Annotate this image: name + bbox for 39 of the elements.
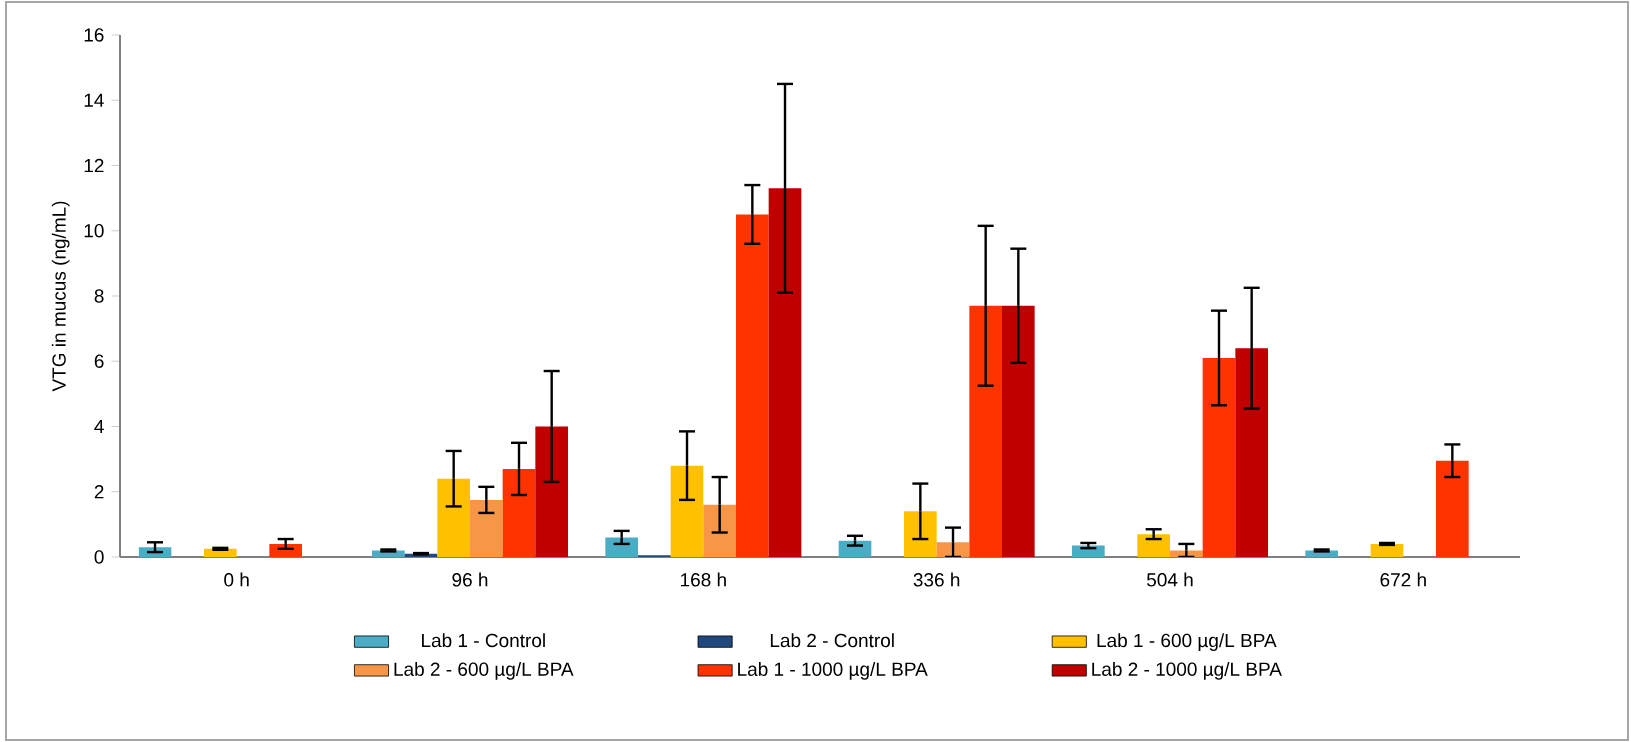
bar — [535, 426, 569, 557]
y-tick-label: 10 — [84, 224, 104, 238]
y-axis-title: VTG in mucus (ng/mL) — [51, 201, 70, 392]
bar — [969, 305, 1002, 557]
x-tick-label: 0 h — [224, 572, 249, 587]
bar — [1235, 348, 1268, 557]
legend-label: Lab 2 - 600 µg/L BPA — [394, 662, 574, 680]
bar — [1370, 543, 1404, 557]
x-tick-label: 672 h — [1380, 572, 1426, 587]
x-tick-label: 504 h — [1146, 572, 1193, 587]
y-tick-label: 4 — [94, 419, 104, 434]
bar — [502, 468, 536, 557]
y-tick-label: 14 — [84, 93, 104, 107]
y-tick-label: 2 — [94, 485, 104, 499]
legend-label: Lab 2 - 1000 µg/L BPA — [1092, 662, 1282, 680]
y-tick-label: 8 — [94, 289, 104, 303]
bar — [437, 478, 470, 557]
bar — [736, 214, 769, 557]
bar — [605, 537, 639, 557]
bar — [1002, 305, 1035, 557]
y-tick-label: 12 — [84, 158, 104, 173]
bar — [768, 188, 802, 557]
bar — [1170, 550, 1203, 557]
bar — [1137, 534, 1170, 557]
bar — [470, 499, 503, 557]
bar — [1436, 460, 1469, 557]
bar — [1072, 545, 1105, 557]
y-tick-label: 0 — [94, 550, 104, 564]
y-tick-label: 6 — [94, 354, 104, 368]
x-tick-label: 168 h — [681, 572, 726, 587]
legend-label: Lab 1 - 1000 µg/L BPA — [738, 662, 928, 680]
legend-label: Lab 1 - Control — [422, 633, 545, 648]
x-tick-label: 96 h — [452, 572, 488, 587]
bar — [670, 465, 704, 557]
bar — [1202, 357, 1236, 557]
y-tick-label: 16 — [84, 28, 104, 42]
legend-label: Lab 2 - Control — [770, 633, 894, 648]
x-tick-label: 336 h — [913, 572, 960, 587]
legend-label: Lab 1 - 600 µg/L BPA — [1097, 633, 1277, 651]
